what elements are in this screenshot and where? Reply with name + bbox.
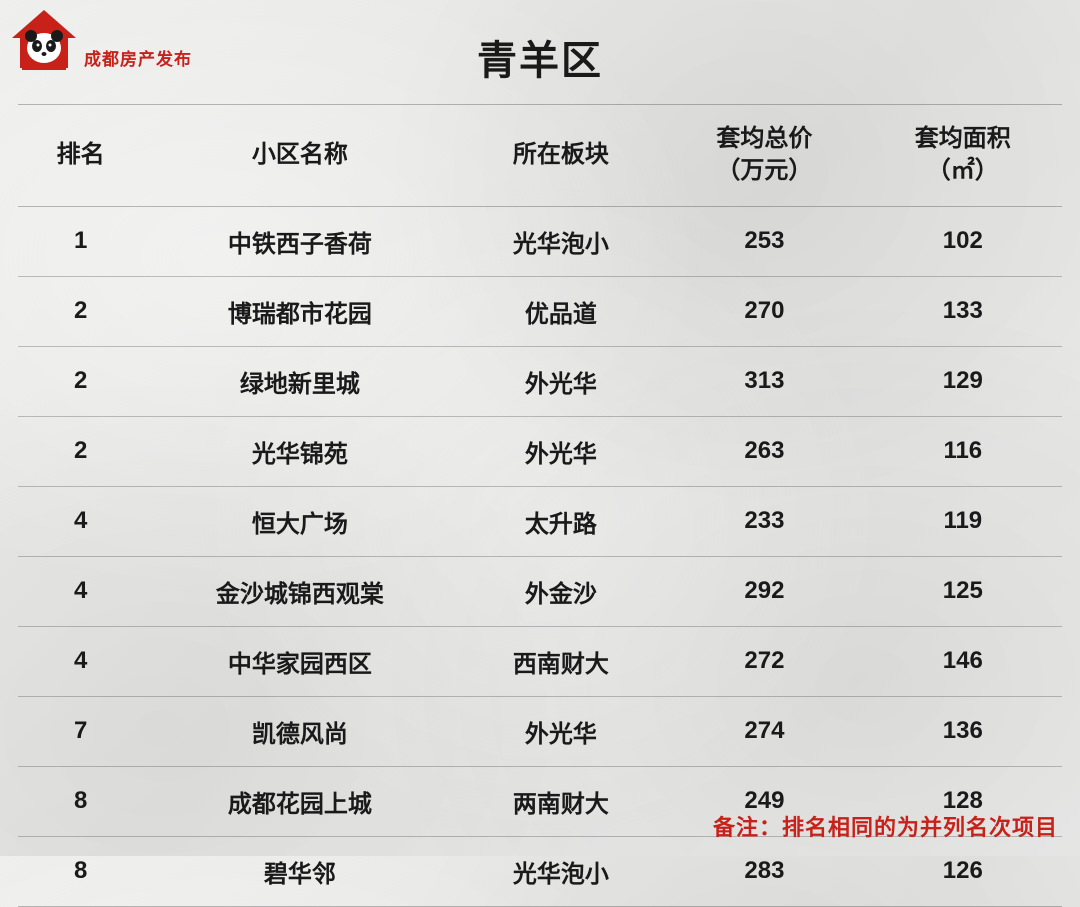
col-header-name: 小区名称 [143, 105, 456, 207]
cell-name: 中华家园西区 [143, 626, 456, 696]
cell-rank: 2 [18, 416, 143, 486]
col-header-rank: 排名 [18, 105, 143, 207]
cell-size: 146 [864, 626, 1062, 696]
cell-rank: 4 [18, 486, 143, 556]
brand-logo: 成都房产发布 [8, 8, 192, 74]
footnote-text: 备注：排名相同的为并列名次项目 [713, 810, 1058, 842]
cell-rank: 4 [18, 556, 143, 626]
cell-area: 优品道 [456, 276, 665, 346]
cell-size: 136 [864, 696, 1062, 766]
cell-area: 外光华 [456, 696, 665, 766]
table-row: 8碧华邻光华泡小283126 [18, 836, 1062, 906]
cell-rank: 1 [18, 206, 143, 276]
cell-rank: 2 [18, 346, 143, 416]
cell-price: 292 [665, 556, 863, 626]
cell-rank: 4 [18, 626, 143, 696]
cell-price: 253 [665, 206, 863, 276]
cell-name: 凯德风尚 [143, 696, 456, 766]
cell-size: 125 [864, 556, 1062, 626]
cell-area: 太升路 [456, 486, 665, 556]
cell-price: 233 [665, 486, 863, 556]
cell-name: 恒大广场 [143, 486, 456, 556]
cell-name: 博瑞都市花园 [143, 276, 456, 346]
table-row: 7凯德风尚外光华274136 [18, 696, 1062, 766]
col-header-size: 套均面积（㎡） [864, 105, 1062, 207]
table-row: 1中铁西子香荷光华泡小253102 [18, 206, 1062, 276]
cell-size: 133 [864, 276, 1062, 346]
table-row: 4中华家园西区西南财大272146 [18, 626, 1062, 696]
cell-size: 129 [864, 346, 1062, 416]
cell-area: 两南财大 [456, 766, 665, 836]
cell-name: 绿地新里城 [143, 346, 456, 416]
cell-area: 西南财大 [456, 626, 665, 696]
ranking-table-container: 排名 小区名称 所在板块 套均总价（万元） 套均面积（㎡） 1中铁西子香荷光华泡… [0, 104, 1080, 907]
cell-area: 外光华 [456, 346, 665, 416]
cell-price: 270 [665, 276, 863, 346]
cell-name: 碧华邻 [143, 836, 456, 906]
table-row: 2博瑞都市花园优品道270133 [18, 276, 1062, 346]
cell-rank: 7 [18, 696, 143, 766]
cell-area: 光华泡小 [456, 836, 665, 906]
col-header-area: 所在板块 [456, 105, 665, 207]
cell-price: 313 [665, 346, 863, 416]
house-panda-icon [8, 8, 80, 74]
cell-area: 外光华 [456, 416, 665, 486]
cell-area: 外金沙 [456, 556, 665, 626]
table-row: 2光华锦苑外光华263116 [18, 416, 1062, 486]
table-body: 1中铁西子香荷光华泡小2531022博瑞都市花园优品道2701332绿地新里城外… [18, 206, 1062, 906]
cell-price: 283 [665, 836, 863, 906]
cell-area: 光华泡小 [456, 206, 665, 276]
cell-name: 中铁西子香荷 [143, 206, 456, 276]
cell-rank: 8 [18, 836, 143, 906]
table-row: 4恒大广场太升路233119 [18, 486, 1062, 556]
table-header-row: 排名 小区名称 所在板块 套均总价（万元） 套均面积（㎡） [18, 105, 1062, 207]
cell-price: 272 [665, 626, 863, 696]
ranking-table: 排名 小区名称 所在板块 套均总价（万元） 套均面积（㎡） 1中铁西子香荷光华泡… [18, 104, 1062, 907]
table-row: 2绿地新里城外光华313129 [18, 346, 1062, 416]
cell-price: 263 [665, 416, 863, 486]
cell-name: 成都花园上城 [143, 766, 456, 836]
table-row: 4金沙城锦西观棠外金沙292125 [18, 556, 1062, 626]
col-header-price: 套均总价（万元） [665, 105, 863, 207]
cell-name: 光华锦苑 [143, 416, 456, 486]
cell-size: 116 [864, 416, 1062, 486]
cell-size: 119 [864, 486, 1062, 556]
cell-rank: 2 [18, 276, 143, 346]
cell-size: 102 [864, 206, 1062, 276]
cell-rank: 8 [18, 766, 143, 836]
cell-size: 126 [864, 836, 1062, 906]
cell-price: 274 [665, 696, 863, 766]
cell-name: 金沙城锦西观棠 [143, 556, 456, 626]
brand-name: 成都房产发布 [84, 45, 192, 70]
